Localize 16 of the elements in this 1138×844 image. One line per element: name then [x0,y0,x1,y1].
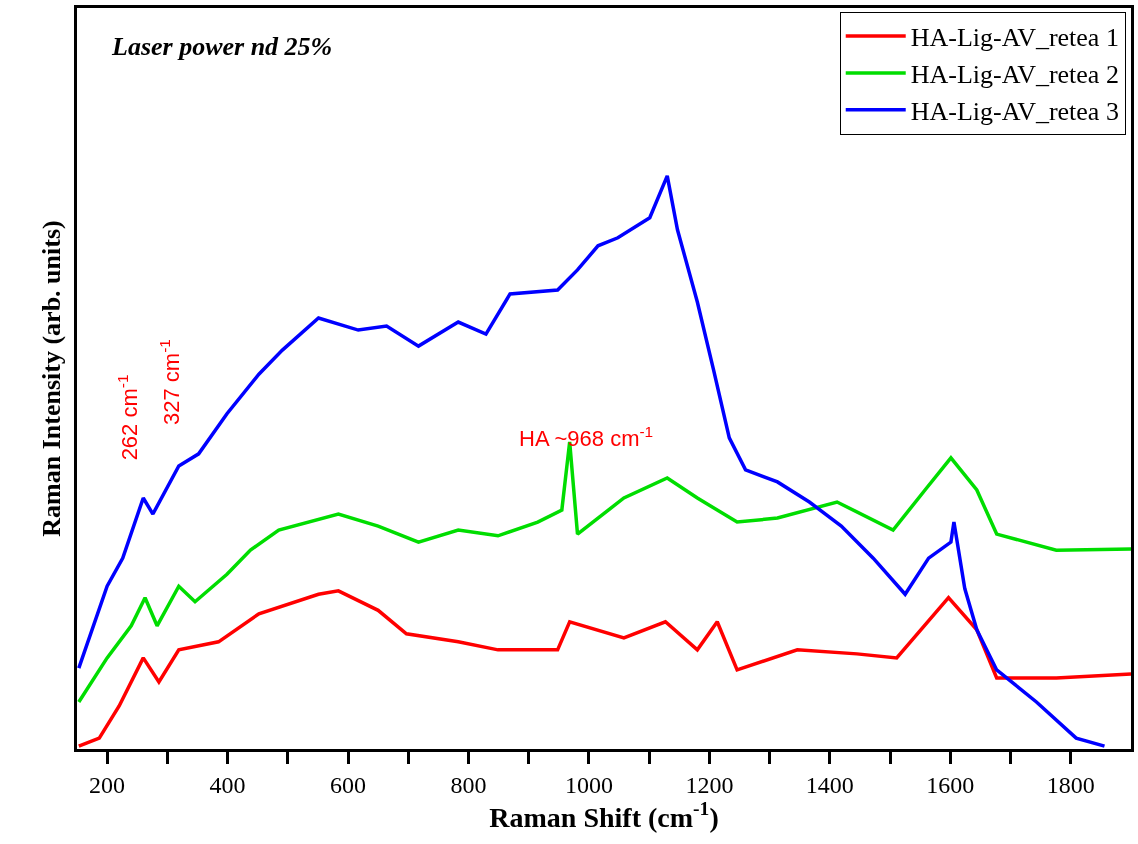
x-tick-label: 1000 [564,771,613,798]
x-tick-label: 1200 [685,771,734,798]
legend-label: HA-Lig-AV_retea 1 [910,23,1119,53]
y-axis-title: Raman Intensity (arb. units) [37,220,67,537]
x-tick-label: 400 [209,771,246,798]
x-tick-label: 800 [450,771,487,798]
x-tick-label: 600 [330,771,367,798]
x-axis-title: Raman Shift (cm$^{-1}$) [489,797,719,833]
text: Laser power nd 25% [111,32,333,61]
annotation: HA ~968 cm$^{-1}$ [519,423,654,452]
x-tick-label: 1400 [805,771,854,798]
x-tick-label: 1600 [926,771,975,798]
legend-label: HA-Lig-AV_retea 3 [910,96,1119,126]
legend-label: HA-Lig-AV_retea 2 [910,60,1119,90]
x-tick-label: 200 [89,771,126,798]
x-tick-label: 1800 [1046,771,1095,798]
